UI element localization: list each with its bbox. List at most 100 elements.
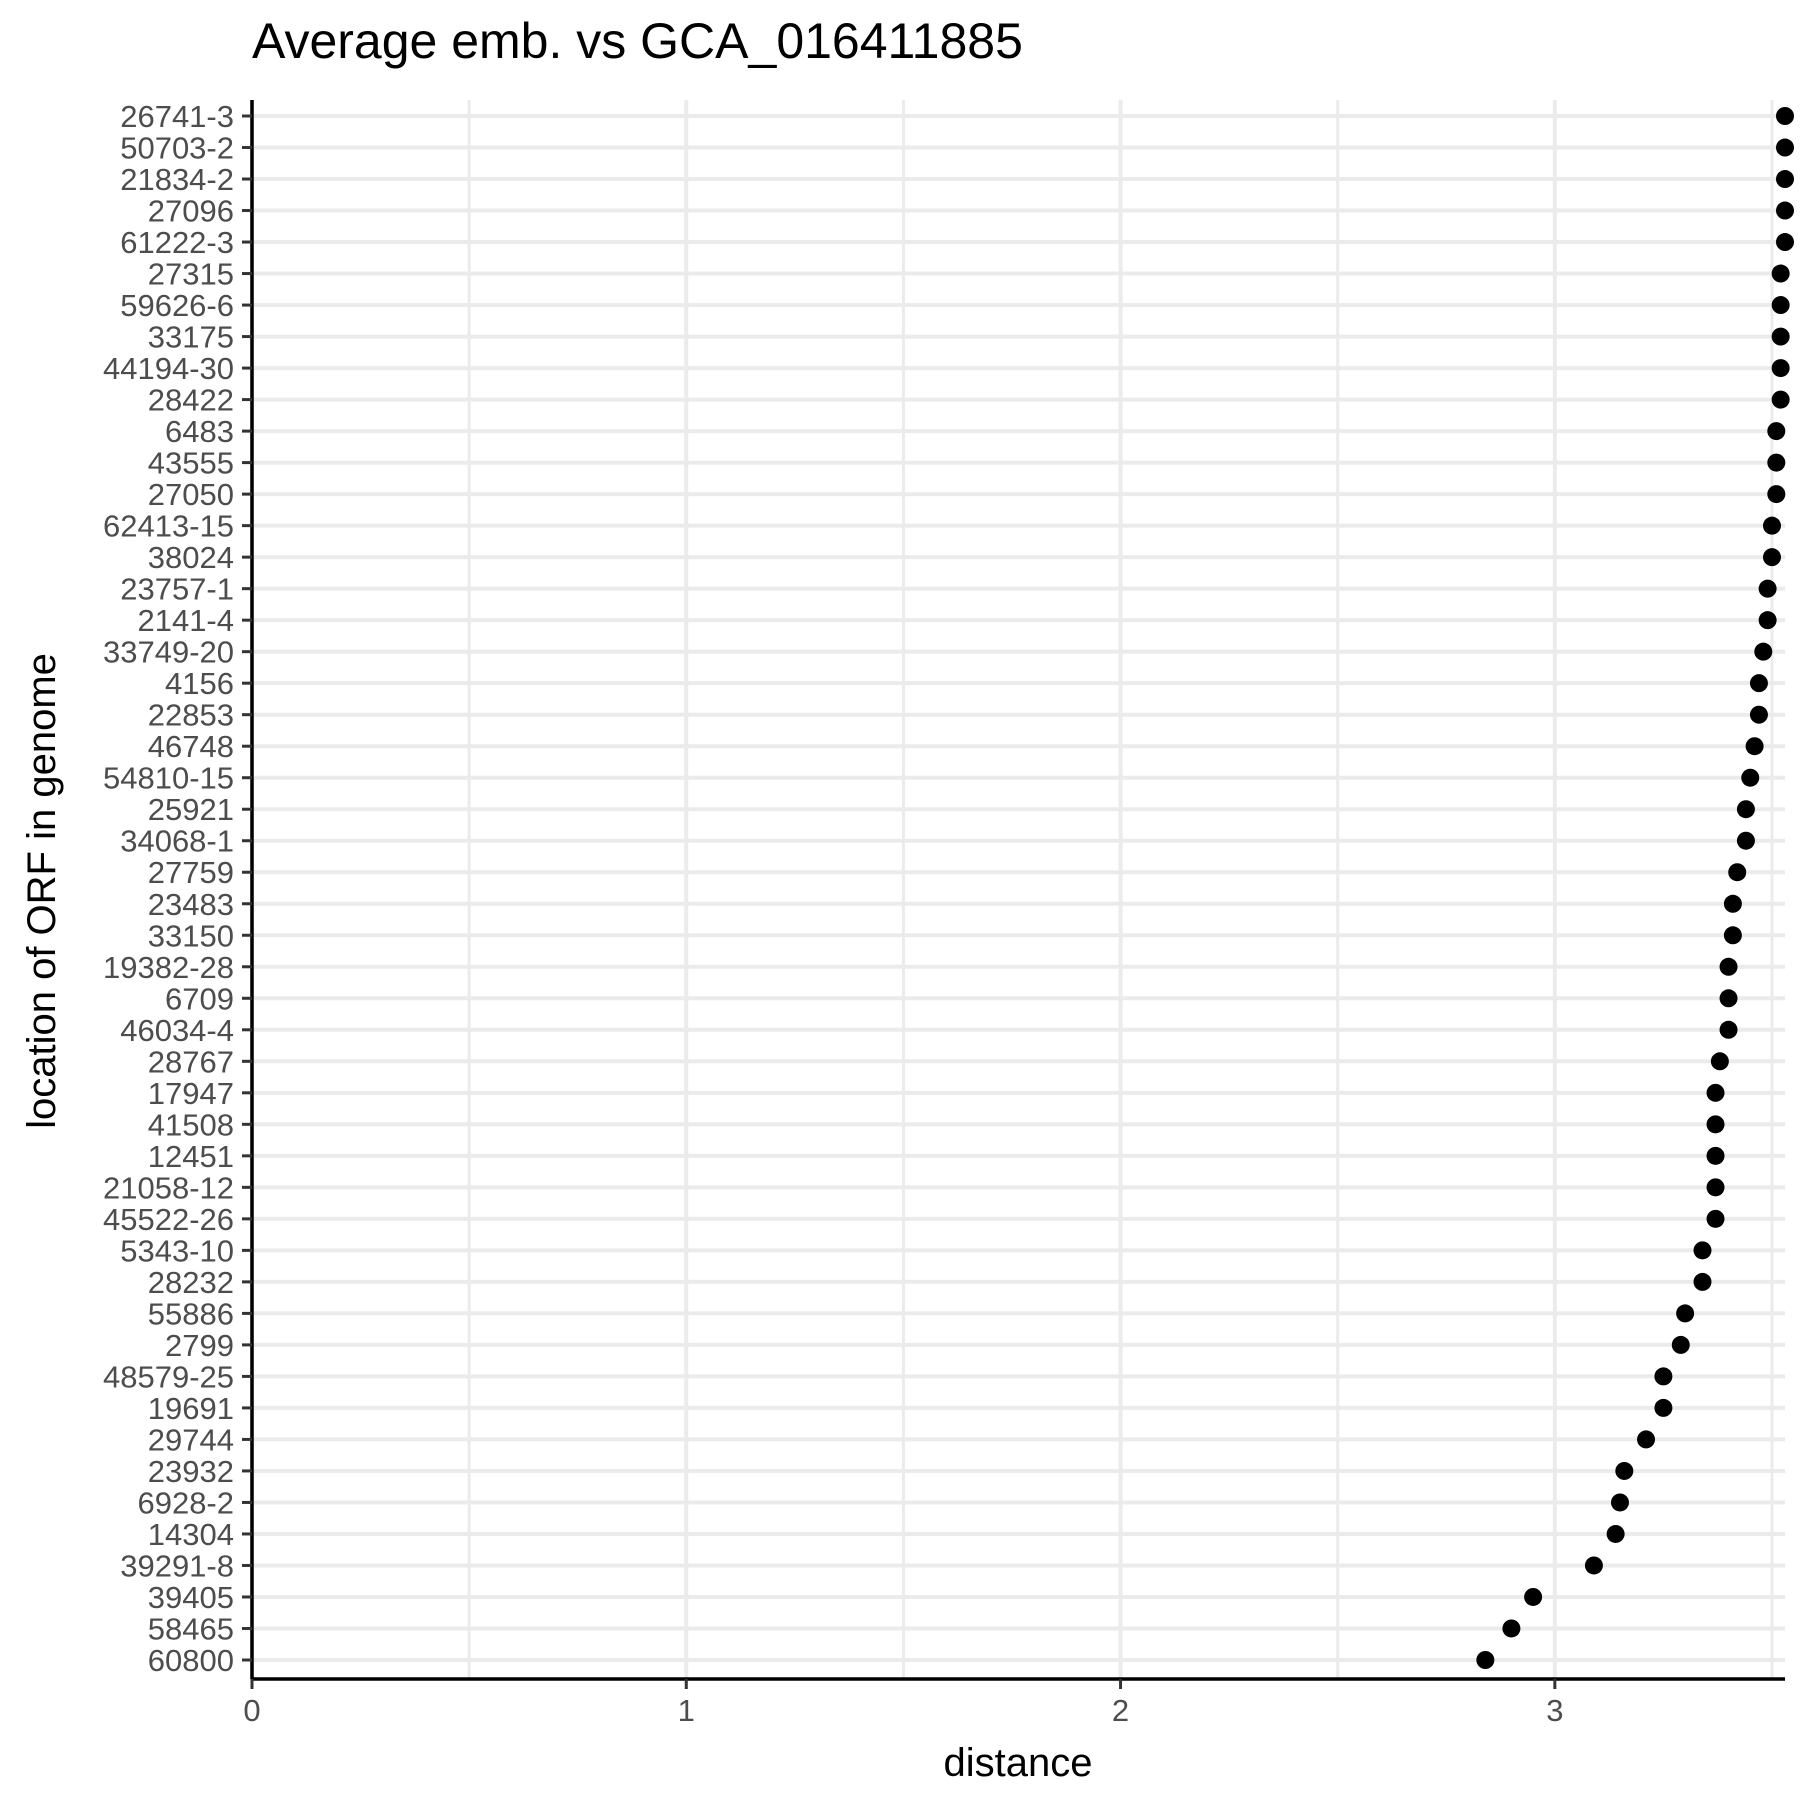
y-tick-label: 39405 xyxy=(148,1580,234,1615)
data-point xyxy=(1762,548,1781,567)
data-point xyxy=(1723,894,1742,913)
data-point xyxy=(1676,1304,1695,1323)
y-tick-label: 5343-10 xyxy=(120,1233,234,1268)
data-point xyxy=(1610,1493,1629,1512)
data-point xyxy=(1754,642,1773,661)
data-point xyxy=(1710,1052,1729,1071)
y-tick-label: 61222-3 xyxy=(120,225,234,260)
x-axis-ticks: 0 1 2 3 xyxy=(243,1679,1563,1728)
x-tick-label: 0 xyxy=(243,1693,260,1728)
data-point xyxy=(1758,611,1777,630)
y-tick-label: 33175 xyxy=(148,320,234,355)
x-tick-label: 3 xyxy=(1546,1693,1563,1728)
data-point xyxy=(1771,390,1790,409)
y-tick-label: 43555 xyxy=(148,446,234,481)
y-tick-label: 41508 xyxy=(148,1107,234,1142)
y-tick-label: 38024 xyxy=(148,540,234,575)
data-point xyxy=(1776,170,1794,189)
y-tick-label: 12451 xyxy=(148,1139,234,1174)
y-tick-label: 26741-3 xyxy=(120,99,234,134)
y-tick-label: 27096 xyxy=(148,194,234,229)
data-point xyxy=(1767,422,1786,441)
data-point xyxy=(1706,1178,1725,1197)
y-axis-title: location of ORF in genome xyxy=(20,653,64,1129)
y-tick-label: 39291-8 xyxy=(120,1548,234,1583)
y-tick-label: 25921 xyxy=(148,792,234,827)
x-tick-label: 1 xyxy=(678,1693,695,1728)
y-tick-label: 21058-12 xyxy=(103,1170,234,1205)
y-tick-label: 60800 xyxy=(148,1643,234,1678)
data-point xyxy=(1776,107,1794,125)
data-point xyxy=(1736,800,1755,819)
data-point xyxy=(1723,926,1742,945)
data-point xyxy=(1728,863,1747,882)
grid-lines xyxy=(250,100,1785,1679)
y-tick-label: 46034-4 xyxy=(120,1013,234,1048)
y-tick-label: 22853 xyxy=(148,698,234,733)
data-point xyxy=(1706,1146,1725,1165)
y-tick-label: 27315 xyxy=(148,257,234,292)
data-point xyxy=(1606,1524,1625,1543)
data-point xyxy=(1706,1083,1725,1102)
y-tick-label: 55886 xyxy=(148,1296,234,1331)
data-point xyxy=(1693,1272,1712,1291)
data-point xyxy=(1706,1209,1725,1228)
y-tick-label: 6709 xyxy=(165,981,234,1016)
y-axis-ticks: 26741-350703-221834-22709661222-32731559… xyxy=(103,99,252,1678)
y-tick-label: 44194-30 xyxy=(103,351,234,386)
data-point xyxy=(1615,1461,1634,1480)
y-tick-label: 50703-2 xyxy=(120,131,234,166)
data-point xyxy=(1719,989,1738,1008)
y-tick-label: 6483 xyxy=(165,414,234,449)
data-point xyxy=(1654,1367,1673,1386)
data-point xyxy=(1776,138,1794,157)
data-point xyxy=(1736,831,1755,850)
y-tick-label: 23932 xyxy=(148,1454,234,1489)
data-point xyxy=(1654,1398,1673,1417)
y-tick-label: 4156 xyxy=(165,666,234,701)
y-tick-label: 2799 xyxy=(165,1328,234,1363)
data-point xyxy=(1637,1430,1656,1449)
y-tick-label: 17947 xyxy=(148,1076,234,1111)
x-axis-title: distance xyxy=(944,1741,1093,1785)
x-tick-label: 2 xyxy=(1112,1693,1129,1728)
y-tick-label: 14304 xyxy=(148,1517,234,1552)
y-tick-label: 27759 xyxy=(148,855,234,890)
y-tick-label: 6928-2 xyxy=(137,1485,234,1520)
data-point xyxy=(1706,1115,1725,1134)
chart-title: Average emb. vs GCA_016411885 xyxy=(252,13,1023,69)
y-tick-label: 28422 xyxy=(148,383,234,418)
data-point xyxy=(1693,1241,1712,1260)
data-point xyxy=(1745,737,1764,756)
y-tick-label: 23483 xyxy=(148,887,234,922)
axes xyxy=(250,100,1785,1681)
data-point xyxy=(1584,1556,1603,1575)
data-point xyxy=(1771,264,1790,283)
y-tick-label: 46748 xyxy=(148,729,234,764)
data-point xyxy=(1771,359,1790,378)
y-tick-label: 58465 xyxy=(148,1611,234,1646)
y-tick-label: 48579-25 xyxy=(103,1359,234,1394)
y-tick-label: 28767 xyxy=(148,1044,234,1079)
data-point xyxy=(1719,1020,1738,1039)
y-tick-label: 29744 xyxy=(148,1422,234,1457)
y-tick-label: 62413-15 xyxy=(103,509,234,544)
y-tick-label: 54810-15 xyxy=(103,761,234,796)
data-point xyxy=(1767,453,1786,472)
data-point xyxy=(1762,516,1781,535)
y-tick-label: 19691 xyxy=(148,1391,234,1426)
y-tick-label: 59626-6 xyxy=(120,288,234,323)
y-tick-label: 27050 xyxy=(148,477,234,512)
data-point xyxy=(1524,1587,1543,1606)
y-tick-label: 33749-20 xyxy=(103,635,234,670)
data-point xyxy=(1771,296,1790,315)
data-point xyxy=(1741,768,1760,787)
data-point xyxy=(1776,233,1794,252)
data-point xyxy=(1771,327,1790,346)
y-tick-label: 21834-2 xyxy=(120,162,234,197)
y-tick-label: 2141-4 xyxy=(137,603,234,638)
data-point xyxy=(1719,957,1738,976)
data-point xyxy=(1758,579,1777,598)
y-tick-label: 33150 xyxy=(148,918,234,953)
